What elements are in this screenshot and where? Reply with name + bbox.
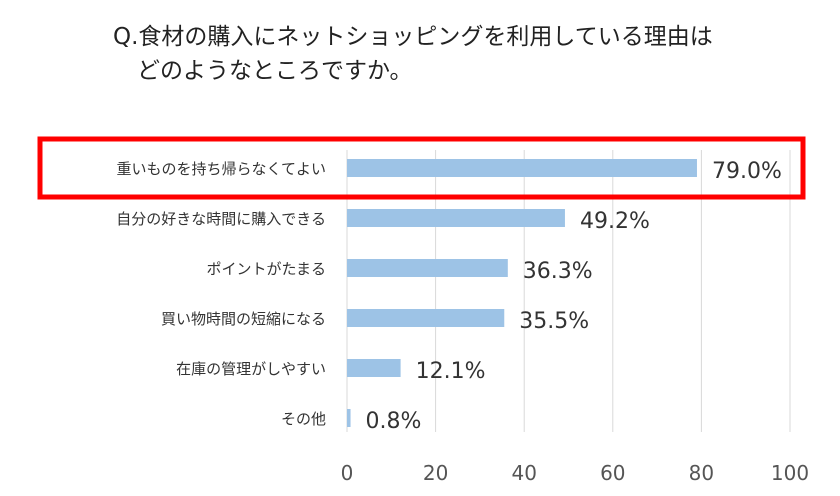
bar xyxy=(347,309,505,327)
value-label: 36.3% xyxy=(523,259,593,284)
category-label: 在庫の管理がしやすい xyxy=(176,360,326,378)
x-tick-label: 60 xyxy=(600,461,625,485)
value-label: 35.5% xyxy=(519,309,589,334)
x-tick-label: 40 xyxy=(511,461,536,485)
bars xyxy=(347,159,697,427)
bar xyxy=(347,209,565,227)
x-tick-label: 100 xyxy=(771,461,809,485)
category-label: 買い物時間の短縮になる xyxy=(161,310,326,328)
x-tick-label: 80 xyxy=(689,461,714,485)
category-labels: 重いものを持ち帰らなくてよい自分の好きな時間に購入できるポイントがたまる買い物時… xyxy=(116,160,326,428)
highlight-frame xyxy=(37,136,806,200)
bar xyxy=(347,359,401,377)
x-axis-ticks: 0 20 40 60 80 100 xyxy=(341,461,809,485)
bar xyxy=(347,159,697,177)
category-label: 自分の好きな時間に購入できる xyxy=(116,210,326,228)
value-labels: 79.0% 49.2% 36.3% 35.5% 12.1% 0.8% xyxy=(366,159,782,434)
value-label: 0.8% xyxy=(366,409,422,434)
category-label: ポイントがたまる xyxy=(206,260,326,278)
value-label: 79.0% xyxy=(712,159,782,184)
bar xyxy=(347,259,508,277)
title-line-1: Q.食材の購入にネットショッピングを利用している理由は xyxy=(113,24,713,50)
value-label: 49.2% xyxy=(580,209,650,234)
chart-title: Q.食材の購入にネットショッピングを利用している理由は どのようなところですか。 xyxy=(113,20,713,88)
x-tick-label: 0 xyxy=(341,461,354,485)
bar xyxy=(347,409,351,427)
category-label: その他 xyxy=(281,410,326,428)
gridlines xyxy=(346,150,791,432)
highlight-box xyxy=(37,136,806,200)
title-line-2: どのようなところですか。 xyxy=(137,58,413,84)
value-label: 12.1% xyxy=(416,359,486,384)
category-label: 重いものを持ち帰らなくてよい xyxy=(116,160,326,178)
x-tick-label: 20 xyxy=(423,461,448,485)
